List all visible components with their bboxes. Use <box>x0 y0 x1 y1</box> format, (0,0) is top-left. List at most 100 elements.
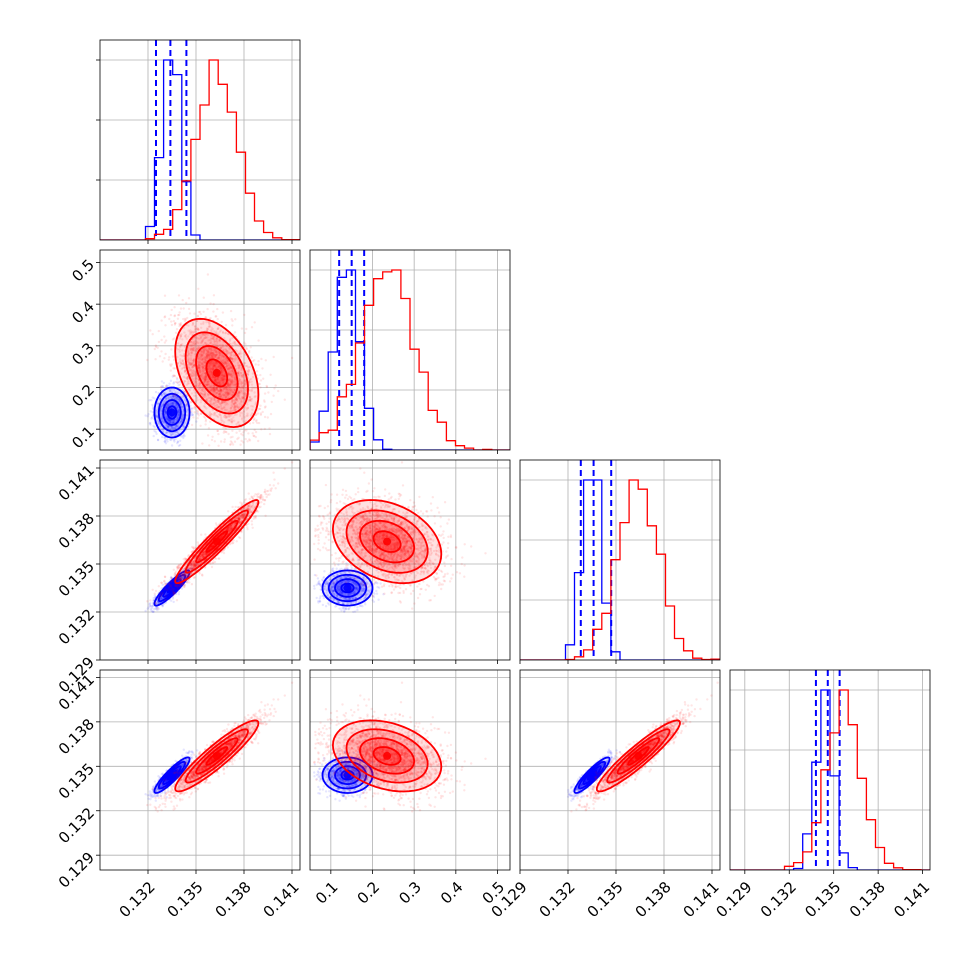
sample-point <box>197 287 200 290</box>
sample-point <box>200 373 204 376</box>
sample-point <box>167 425 170 428</box>
sample-point <box>233 357 236 361</box>
sample-point <box>181 415 184 418</box>
sample-point <box>214 315 217 318</box>
sample-point <box>240 396 244 399</box>
sample-point <box>242 396 245 399</box>
sample-point <box>167 418 170 421</box>
sample-point <box>200 350 203 353</box>
sample-point <box>166 424 169 427</box>
sample-point <box>156 438 160 442</box>
sample-point <box>190 392 194 395</box>
sample-point <box>163 400 166 403</box>
sample-point <box>189 386 193 389</box>
sample-point <box>231 435 234 439</box>
sample-point <box>213 389 216 392</box>
sample-point <box>240 327 244 330</box>
sample-point <box>239 413 242 416</box>
sample-point <box>161 384 164 388</box>
sample-point <box>203 336 206 340</box>
sample-point <box>233 401 236 405</box>
sample-point <box>160 385 163 388</box>
sample-point <box>224 416 227 419</box>
sample-point <box>213 338 216 342</box>
sample-point <box>164 409 167 412</box>
sample-point <box>176 398 179 401</box>
sample-point <box>212 375 215 379</box>
sample-point <box>201 362 204 365</box>
sample-point <box>182 354 185 358</box>
sample-point <box>260 428 263 431</box>
sample-point <box>268 427 271 430</box>
sample-point <box>261 367 264 370</box>
sample-point <box>213 361 217 365</box>
sample-point <box>207 327 210 331</box>
sample-point <box>221 378 224 381</box>
sample-point <box>188 363 191 366</box>
sample-point <box>261 410 264 414</box>
sample-point <box>223 400 226 404</box>
sample-point <box>180 402 183 406</box>
sample-point <box>164 411 167 414</box>
sample-point <box>175 425 178 428</box>
sample-point <box>250 383 254 386</box>
sample-point <box>195 396 199 399</box>
sample-point <box>179 400 183 404</box>
sample-point <box>222 370 225 373</box>
sample-point <box>205 354 209 358</box>
sample-point <box>164 339 168 342</box>
sample-point <box>204 379 207 383</box>
sample-point <box>255 370 259 373</box>
sample-point <box>209 371 212 374</box>
sample-point <box>268 493 271 496</box>
sample-point <box>174 331 178 334</box>
sample-point <box>218 330 222 333</box>
sample-point <box>240 366 243 370</box>
sample-point <box>220 320 223 324</box>
sample-point <box>203 416 207 419</box>
sample-point <box>257 439 260 443</box>
sample-point <box>170 388 173 391</box>
sample-point <box>173 431 177 434</box>
sample-point <box>203 355 206 359</box>
sample-point <box>203 390 206 393</box>
sample-point <box>161 419 164 422</box>
sample-point <box>172 396 175 400</box>
sample-point <box>201 368 204 371</box>
sample-point <box>209 389 213 392</box>
sample-point <box>168 317 171 321</box>
sample-point <box>237 406 240 409</box>
sample-point <box>237 389 241 392</box>
sample-point <box>212 364 216 367</box>
sample-point <box>166 404 169 407</box>
sample-point <box>190 330 193 333</box>
sample-point <box>226 391 229 394</box>
sample-point <box>152 434 155 438</box>
sample-point <box>169 313 173 317</box>
sample-point <box>227 392 230 396</box>
sample-point <box>206 378 210 381</box>
sample-point <box>201 340 204 343</box>
sample-point <box>242 395 245 399</box>
sample-point <box>181 418 184 422</box>
sample-point <box>213 411 216 415</box>
sample-point <box>212 376 215 379</box>
sample-point <box>176 381 179 384</box>
sample-point <box>242 431 245 434</box>
sample-point <box>226 349 229 353</box>
sample-point <box>237 391 241 394</box>
sample-point <box>226 384 229 387</box>
sample-point <box>216 307 219 311</box>
sample-point <box>176 431 179 434</box>
sample-point <box>182 307 185 310</box>
sample-point <box>215 387 218 390</box>
sample-point <box>218 393 221 396</box>
sample-point <box>212 388 215 391</box>
sample-point <box>174 391 177 394</box>
sample-point <box>168 419 172 423</box>
sample-point <box>222 355 225 359</box>
sample-point <box>210 337 213 341</box>
sample-point <box>239 368 243 371</box>
sample-point <box>221 379 225 382</box>
sample-point <box>172 319 175 323</box>
